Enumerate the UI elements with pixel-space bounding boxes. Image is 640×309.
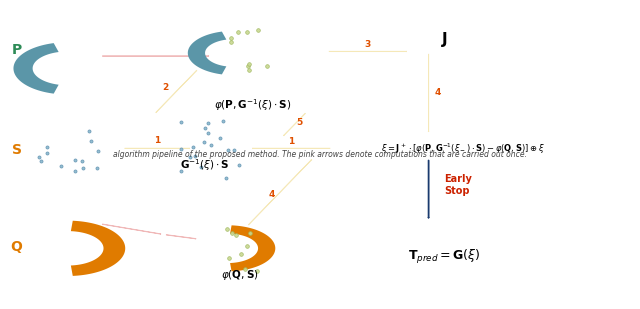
Polygon shape [13, 43, 59, 94]
Point [252, 269, 262, 274]
Point [199, 140, 209, 145]
Point [188, 144, 198, 149]
Text: 1: 1 [288, 137, 294, 146]
Point [34, 154, 44, 159]
Point [226, 35, 236, 40]
Point [223, 148, 233, 153]
Text: 5: 5 [296, 118, 303, 127]
Point [234, 163, 244, 167]
Point [225, 256, 235, 261]
Text: $\mathbf{G}^{-1}(\xi)\cdot\mathbf{S}$: $\mathbf{G}^{-1}(\xi)\cdot\mathbf{S}$ [180, 157, 230, 173]
Point [244, 68, 254, 73]
Point [195, 164, 205, 169]
Point [239, 266, 250, 271]
Point [176, 119, 186, 124]
Point [241, 29, 252, 34]
Point [200, 125, 211, 130]
Text: 1: 1 [154, 136, 160, 145]
Point [86, 139, 97, 144]
Point [36, 159, 47, 164]
Point [229, 147, 239, 152]
Point [231, 233, 241, 238]
Point [227, 231, 237, 236]
Text: J: J [442, 32, 447, 47]
Point [214, 135, 225, 140]
Point [226, 40, 236, 45]
Point [205, 143, 216, 148]
Text: Early
Stop: Early Stop [444, 175, 472, 196]
Text: P: P [12, 43, 22, 57]
Point [222, 227, 232, 232]
Text: $\xi=\mathbf{J}^+\cdot[\varphi(\mathbf{P},\mathbf{G}^{-1}(\xi_-)\cdot\mathbf{S}): $\xi=\mathbf{J}^+\cdot[\varphi(\mathbf{P… [381, 141, 545, 155]
Point [242, 243, 252, 248]
Text: algorithm pipeline of the proposed method. The pink arrows denote computations t: algorithm pipeline of the proposed metho… [113, 150, 527, 159]
Text: 3: 3 [365, 40, 371, 49]
Polygon shape [188, 32, 227, 74]
Point [243, 64, 253, 69]
Point [78, 165, 88, 170]
Text: S: S [12, 143, 22, 157]
Point [203, 121, 213, 126]
Text: $\varphi(\mathbf{P},\mathbf{G}^{-1}(\xi)\cdot\mathbf{S})$: $\varphi(\mathbf{P},\mathbf{G}^{-1}(\xi)… [214, 97, 292, 113]
Point [218, 118, 228, 123]
Point [189, 154, 200, 159]
Point [221, 175, 231, 180]
Polygon shape [71, 221, 125, 276]
Text: 2: 2 [163, 83, 168, 92]
Point [185, 154, 195, 159]
Text: 4: 4 [435, 88, 442, 97]
Point [244, 61, 254, 66]
Text: $\varphi(\mathbf{Q},\mathbf{S})$: $\varphi(\mathbf{Q},\mathbf{S})$ [221, 268, 259, 282]
Point [253, 28, 264, 33]
Point [203, 130, 213, 135]
Text: $\mathbf{T}_{pred}=\mathbf{G}(\xi)$: $\mathbf{T}_{pred}=\mathbf{G}(\xi)$ [408, 248, 481, 266]
Point [42, 150, 52, 155]
Point [175, 146, 186, 151]
Point [92, 165, 102, 170]
Point [245, 231, 255, 236]
Text: 4: 4 [269, 190, 275, 199]
Point [93, 149, 103, 154]
Point [84, 128, 95, 133]
Point [76, 159, 86, 163]
Point [42, 144, 52, 149]
Point [70, 168, 80, 173]
Point [232, 30, 243, 35]
Point [56, 163, 66, 168]
Text: Q: Q [11, 240, 22, 254]
Point [70, 158, 80, 163]
Point [262, 64, 272, 69]
Point [176, 168, 186, 173]
Polygon shape [230, 225, 275, 271]
Point [236, 251, 246, 256]
